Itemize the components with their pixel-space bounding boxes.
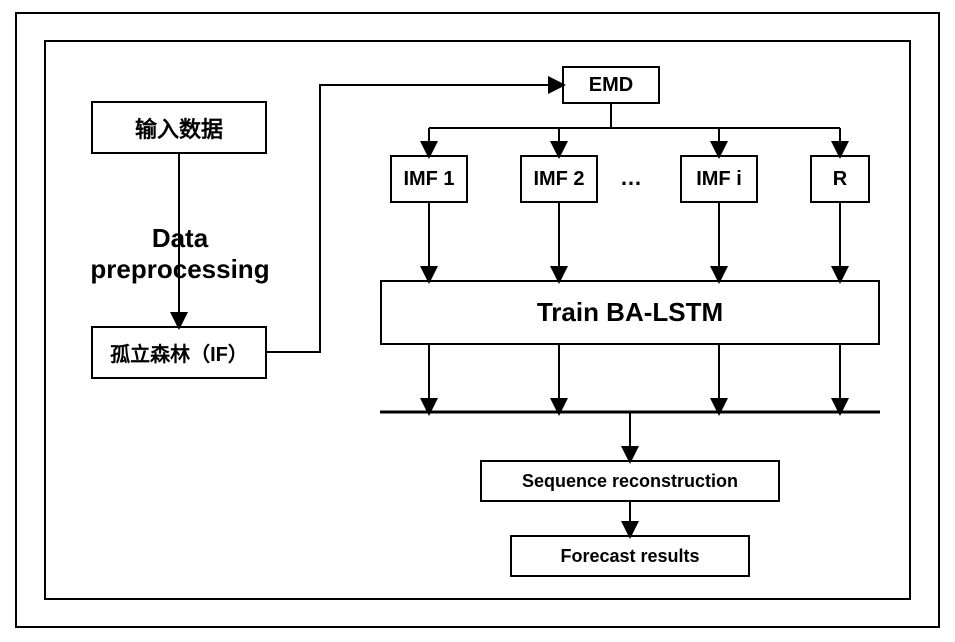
node-label: Train BA-LSTM: [537, 297, 723, 328]
node-emd: EMD: [562, 66, 660, 104]
node-label: EMD: [589, 74, 633, 97]
node-r: R: [810, 155, 870, 203]
node-imf1: IMF 1: [390, 155, 468, 203]
node-label: 孤立森林（IF）: [110, 338, 248, 367]
node-input-data: 输入数据: [91, 101, 267, 154]
node-label: Forecast results: [560, 546, 699, 567]
node-label: IMF i: [696, 168, 742, 191]
node-label: Sequence reconstruction: [522, 471, 738, 492]
node-label: IMF 1: [403, 168, 454, 191]
node-train: Train BA-LSTM: [380, 280, 880, 345]
label-preprocessing: Data preprocessing: [70, 192, 290, 286]
node-forecast: Forecast results: [510, 535, 750, 577]
node-label: Data preprocessing: [90, 223, 269, 284]
diagram-canvas: 输入数据 Data preprocessing 孤立森林（IF） EMD IMF…: [0, 0, 955, 642]
node-imf2: IMF 2: [520, 155, 598, 203]
node-label: R: [833, 168, 847, 191]
node-dots: …: [620, 165, 670, 191]
node-label: …: [620, 165, 642, 190]
node-seq-recon: Sequence reconstruction: [480, 460, 780, 502]
node-imfi: IMF i: [680, 155, 758, 203]
node-label: 输入数据: [135, 112, 223, 144]
node-label: IMF 2: [533, 168, 584, 191]
node-iso-forest: 孤立森林（IF）: [91, 326, 267, 379]
